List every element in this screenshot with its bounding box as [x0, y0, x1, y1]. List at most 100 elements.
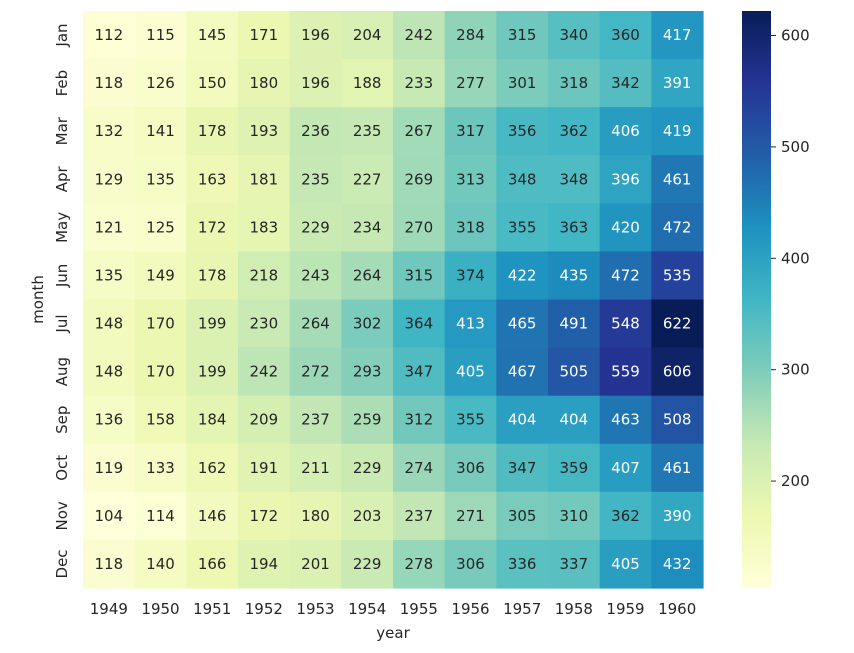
- heatmap-cell: [289, 539, 342, 589]
- x-tick-label: 1958: [555, 600, 593, 618]
- colorbar-tick-label: 400: [781, 249, 810, 267]
- cell-value-label: 170: [146, 363, 175, 381]
- y-tick-label: Aug: [53, 357, 71, 386]
- heatmap-cell: [496, 347, 549, 397]
- y-axis-title: month: [29, 275, 47, 324]
- heatmap-cell: [444, 299, 497, 349]
- cell-value-label: 406: [611, 122, 640, 140]
- heatmap-cell: [548, 539, 601, 589]
- cell-value-label: 242: [405, 26, 434, 44]
- heatmap-cell: [599, 11, 652, 60]
- heatmap-cell: [186, 539, 239, 589]
- heatmap-cell: [444, 347, 497, 397]
- heatmap-cell: [496, 11, 549, 60]
- heatmap-cell: [238, 347, 291, 397]
- cell-value-label: 306: [456, 459, 485, 477]
- cell-value-label: 301: [508, 74, 537, 92]
- heatmap-cell: [496, 155, 549, 204]
- heatmap-cell: [393, 251, 446, 301]
- cell-value-label: 362: [611, 507, 640, 525]
- heatmap-cell: [548, 491, 601, 541]
- cell-value-label: 170: [146, 315, 175, 333]
- heatmap-cell: [393, 107, 446, 156]
- y-axis-ticks: Jan Feb Mar Apr May Jun Jul Aug Sep Oct Nov Dec: [53, 23, 71, 578]
- cell-value-label: 183: [250, 218, 279, 236]
- cell-value-label: 359: [560, 459, 589, 477]
- cell-value-label: 312: [405, 411, 434, 429]
- cell-value-label: 318: [560, 74, 589, 92]
- heatmap-cell: [238, 299, 291, 349]
- colorbar-gradient: [742, 11, 771, 588]
- heatmap-cell: [186, 11, 239, 60]
- heatmap-cell: [548, 251, 601, 301]
- cell-value-label: 118: [95, 74, 124, 92]
- heatmap-cell: [393, 11, 446, 60]
- heatmap-cell: [238, 59, 291, 108]
- cell-value-label: 199: [198, 363, 227, 381]
- y-tick-label: May: [53, 212, 71, 243]
- colorbar-tick-label: 500: [781, 138, 810, 156]
- heatmap-cell: [134, 299, 187, 349]
- cell-value-label: 243: [301, 266, 330, 284]
- cell-value-label: 237: [301, 411, 330, 429]
- cell-value-label: 306: [456, 555, 485, 573]
- cell-value-label: 204: [353, 26, 382, 44]
- cell-value-label: 302: [353, 315, 382, 333]
- heatmap-cell: [444, 491, 497, 541]
- cell-value-label: 158: [146, 411, 175, 429]
- cell-value-label: 180: [301, 507, 330, 525]
- heatmap-cell: [289, 491, 342, 541]
- heatmap-cell: [341, 203, 394, 253]
- cell-value-label: 347: [405, 363, 434, 381]
- heatmap-cell: [289, 443, 342, 493]
- y-tick-label: Jun: [53, 264, 71, 288]
- cell-value-label: 193: [250, 122, 279, 140]
- x-tick-label: 1955: [400, 600, 438, 618]
- heatmap-cell: [238, 251, 291, 301]
- heatmap-cell: [83, 299, 136, 349]
- heatmap-cell: [393, 443, 446, 493]
- heatmap-cell: [599, 299, 652, 349]
- cell-value-label: 194: [250, 555, 279, 573]
- heatmap-cell: [548, 395, 601, 445]
- heatmap-cell: [134, 395, 187, 445]
- cell-value-label: 606: [663, 363, 692, 381]
- cell-value-label: 272: [301, 363, 330, 381]
- heatmap-cell: [599, 395, 652, 445]
- cell-value-label: 267: [405, 122, 434, 140]
- cell-value-label: 404: [508, 411, 537, 429]
- heatmap-cell: [393, 299, 446, 349]
- cell-value-label: 148: [95, 315, 124, 333]
- cell-value-label: 362: [560, 122, 589, 140]
- heatmap-cells: [83, 11, 704, 589]
- heatmap-cell: [134, 539, 187, 589]
- heatmap-cell: [496, 443, 549, 493]
- x-tick-label: 1953: [296, 600, 334, 618]
- heatmap-cell: [496, 395, 549, 445]
- heatmap-cell: [444, 395, 497, 445]
- cell-value-label: 347: [508, 459, 537, 477]
- heatmap-cell: [496, 59, 549, 108]
- heatmap-cell-labels: 112 115 145 171 196 204 242 284 315 340 360 417 118 1…: [95, 26, 692, 573]
- y-tick-label: Mar: [53, 116, 71, 145]
- cell-value-label: 317: [456, 122, 485, 140]
- cell-value-label: 405: [456, 363, 485, 381]
- cell-value-label: 505: [560, 363, 589, 381]
- heatmap-cell: [444, 59, 497, 108]
- cell-value-label: 293: [353, 363, 382, 381]
- heatmap-cell: [548, 59, 601, 108]
- heatmap-cell: [341, 395, 394, 445]
- heatmap-cell: [186, 203, 239, 253]
- cell-value-label: 188: [353, 74, 382, 92]
- heatmap-cell: [496, 491, 549, 541]
- heatmap-cell: [599, 107, 652, 156]
- y-tick-label: Apr: [53, 165, 71, 192]
- heatmap-cell: [341, 347, 394, 397]
- cell-value-label: 337: [560, 555, 589, 573]
- cell-value-label: 229: [353, 555, 382, 573]
- heatmap-cell: [186, 443, 239, 493]
- cell-value-label: 315: [405, 266, 434, 284]
- x-tick-label: 1957: [503, 600, 541, 618]
- heatmap-cell: [599, 251, 652, 301]
- cell-value-label: 336: [508, 555, 537, 573]
